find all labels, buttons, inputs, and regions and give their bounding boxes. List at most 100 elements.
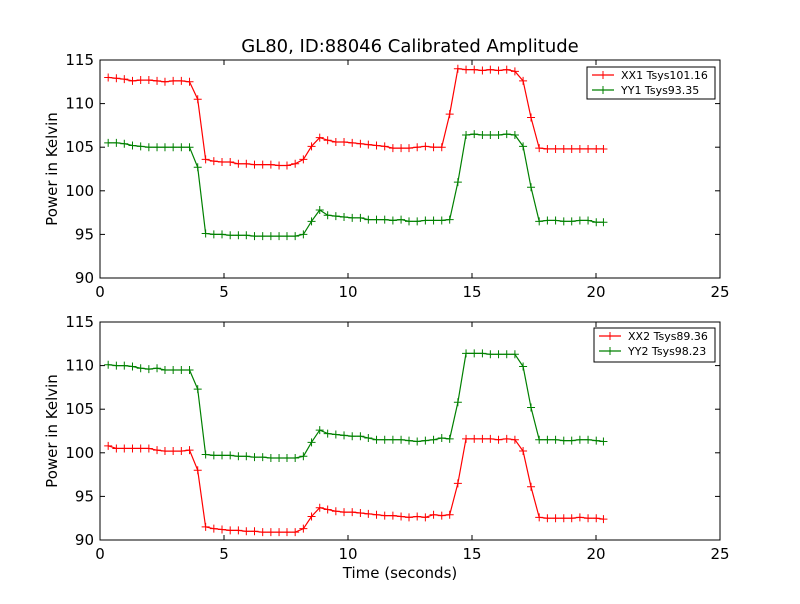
data-point: [201, 450, 210, 459]
legend-label: YY1 Tsys93.35: [620, 84, 699, 97]
data-point: [193, 385, 202, 394]
data-point: [282, 161, 291, 170]
data-point: [397, 215, 406, 224]
data-point: [160, 77, 169, 86]
data-point: [559, 514, 568, 523]
y-tick-label: 105: [65, 138, 94, 156]
data-point: [234, 452, 243, 461]
x-tick-label: 0: [95, 545, 105, 563]
data-point: [242, 231, 251, 240]
data-point: [364, 215, 373, 224]
series-1: [104, 130, 608, 241]
data-point: [160, 143, 169, 152]
data-point: [437, 433, 446, 442]
data-point: [136, 364, 145, 373]
data-point: [112, 74, 121, 83]
data-point: [209, 451, 218, 460]
data-point: [193, 466, 202, 475]
legend-label: YY2 Tsys98.23: [627, 345, 706, 358]
data-point: [153, 143, 162, 152]
y-tick-label: 110: [65, 357, 94, 375]
data-point: [575, 513, 584, 522]
data-point: [543, 144, 552, 153]
data-point: [226, 158, 235, 167]
data-point: [266, 232, 275, 241]
data-point: [340, 508, 349, 517]
data-point: [307, 438, 316, 447]
legend-marker: [606, 332, 614, 340]
data-point: [266, 160, 275, 169]
data-point: [348, 138, 357, 147]
chart-title: GL80, ID:88046 Calibrated Amplitude: [241, 36, 579, 57]
data-point: [543, 435, 552, 444]
data-point: [356, 432, 365, 441]
legend-label: XX2 Tsys89.36: [628, 330, 708, 343]
data-point: [315, 133, 324, 142]
data-point: [388, 144, 397, 153]
data-point: [494, 435, 503, 444]
data-point: [397, 512, 406, 521]
data-point: [510, 435, 519, 444]
data-point: [462, 349, 471, 358]
x-tick-label: 10: [338, 545, 357, 563]
data-point: [323, 211, 332, 220]
data-point: [218, 158, 227, 167]
data-point: [242, 527, 251, 536]
data-point: [510, 130, 519, 139]
data-point: [478, 66, 487, 75]
data-point: [470, 65, 479, 74]
data-point: [519, 447, 528, 456]
data-point: [209, 230, 218, 239]
data-point: [128, 362, 137, 371]
series-line: [108, 438, 604, 533]
data-point: [575, 216, 584, 225]
x-tick-label: 0: [95, 283, 105, 301]
data-point: [510, 67, 519, 76]
data-point: [372, 435, 381, 444]
data-point: [502, 434, 511, 443]
data-point: [242, 159, 251, 168]
data-point: [437, 216, 446, 225]
data-point: [177, 447, 186, 456]
data-point: [185, 365, 194, 374]
data-point: [226, 526, 235, 535]
data-point: [364, 509, 373, 518]
data-point: [486, 65, 495, 74]
data-point: [201, 155, 210, 164]
y-axis-label: Power in Kelvin: [43, 374, 61, 488]
x-tick-label: 15: [462, 545, 481, 563]
data-point: [104, 441, 113, 450]
series-line: [108, 68, 604, 167]
data-point: [453, 64, 462, 73]
y-tick-label: 90: [75, 531, 94, 549]
data-point: [437, 143, 446, 152]
data-point: [169, 143, 178, 152]
data-point: [323, 136, 332, 145]
data-point: [445, 510, 454, 519]
data-point: [397, 144, 406, 153]
data-point: [340, 212, 349, 221]
data-point: [372, 141, 381, 150]
data-point: [340, 137, 349, 146]
legend-entry: YY1 Tsys93.35: [592, 84, 699, 97]
data-point: [543, 514, 552, 523]
data-point: [592, 218, 601, 227]
data-point: [331, 507, 340, 516]
data-point: [218, 230, 227, 239]
data-point: [209, 157, 218, 166]
data-point: [282, 528, 291, 537]
data-point: [535, 217, 544, 226]
data-point: [519, 362, 528, 371]
data-point: [169, 365, 178, 374]
data-point: [307, 512, 316, 521]
data-point: [575, 144, 584, 153]
data-point: [494, 350, 503, 359]
y-tick-label: 95: [75, 225, 94, 243]
data-point: [470, 130, 479, 139]
x-tick-label: 20: [586, 545, 605, 563]
data-point: [104, 138, 113, 147]
data-point: [429, 143, 438, 152]
data-point: [112, 444, 121, 453]
data-point: [599, 144, 608, 153]
